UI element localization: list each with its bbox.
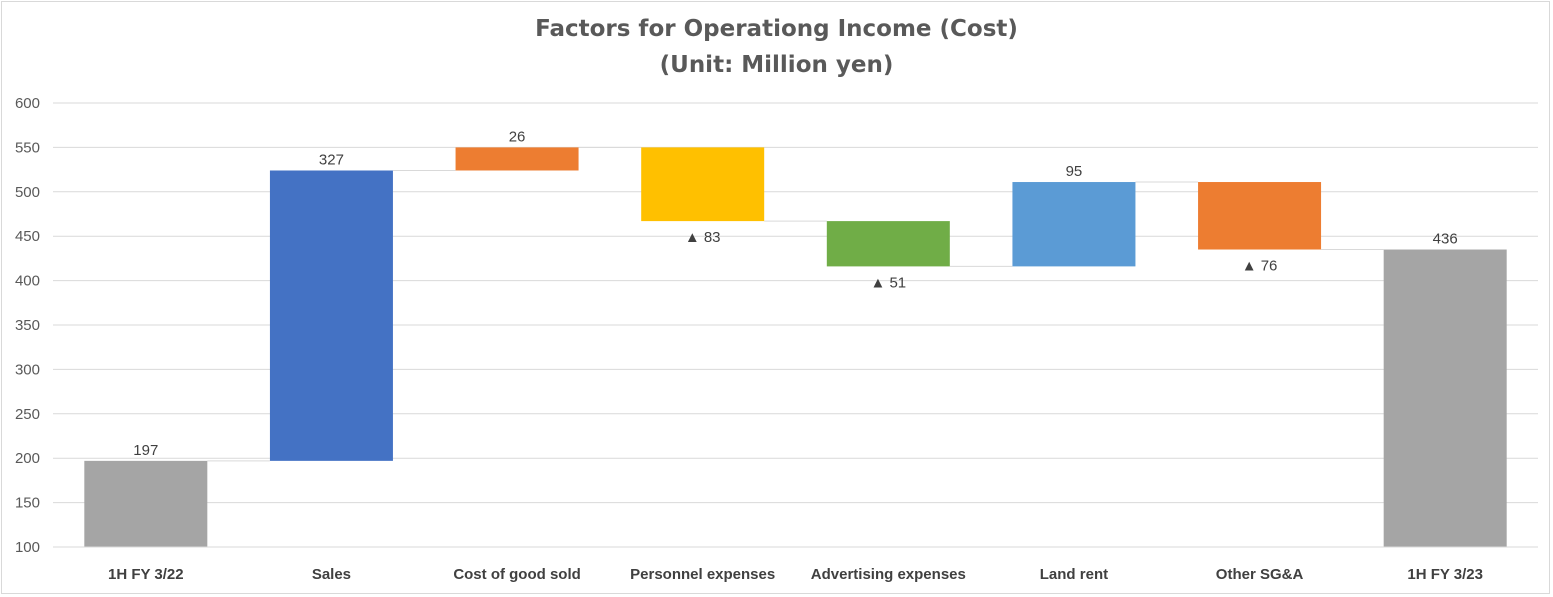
y-tick-label: 150 xyxy=(15,495,40,512)
y-tick-label: 300 xyxy=(15,361,40,378)
bar xyxy=(84,460,208,547)
chart-title: Factors for Operationg Income (Cost) xyxy=(535,16,1018,42)
bar xyxy=(1012,182,1136,267)
connector-lines xyxy=(207,146,1384,462)
x-axis: 1H FY 3/22 Sales Cost of good sold Personne… xyxy=(53,546,1538,583)
x-category-label: Land rent xyxy=(1040,566,1108,583)
x-category-label: 1H FY 3/23 xyxy=(1407,566,1483,583)
bar xyxy=(455,147,579,171)
y-axis: 100 150 200 250 300 350 400 450 500 550 600 xyxy=(15,95,40,556)
bars xyxy=(84,147,1507,547)
data-label: 95 xyxy=(1066,163,1083,180)
y-tick-label: 600 xyxy=(15,95,40,112)
y-tick-label: 250 xyxy=(15,406,40,423)
data-label: 436 xyxy=(1433,231,1458,248)
data-label: 327 xyxy=(319,151,344,168)
bar xyxy=(826,221,950,267)
data-label: ▲ 51 xyxy=(870,274,906,291)
x-category-label: 1H FY 3/22 xyxy=(108,566,184,583)
y-tick-label: 450 xyxy=(15,228,40,245)
y-tick-label: 200 xyxy=(15,450,40,467)
x-category-label: Personnel expenses xyxy=(630,566,775,583)
y-tick-label: 100 xyxy=(15,539,40,556)
x-category-label: Other SG&A xyxy=(1216,566,1304,583)
data-label: ▲ 83 xyxy=(685,229,721,246)
data-label: 197 xyxy=(133,442,158,459)
y-tick-label: 350 xyxy=(15,317,40,334)
data-labels: 197 327 26 ▲ 83 ▲ 51 95 ▲ 76 436 xyxy=(133,128,1457,458)
bar xyxy=(1198,182,1322,250)
x-category-label: Sales xyxy=(312,566,351,583)
bar xyxy=(641,147,765,222)
y-tick-label: 550 xyxy=(15,139,40,156)
chart-subtitle: (Unit: Million yen) xyxy=(659,52,894,78)
x-category-label: Cost of good sold xyxy=(453,566,580,583)
bar xyxy=(1383,249,1507,547)
y-tick-label: 400 xyxy=(15,273,40,290)
data-label: ▲ 76 xyxy=(1242,258,1278,275)
y-tick-label: 500 xyxy=(15,184,40,201)
data-label: 26 xyxy=(509,128,526,145)
x-category-label: Advertising expenses xyxy=(811,566,966,583)
bar xyxy=(269,170,393,461)
